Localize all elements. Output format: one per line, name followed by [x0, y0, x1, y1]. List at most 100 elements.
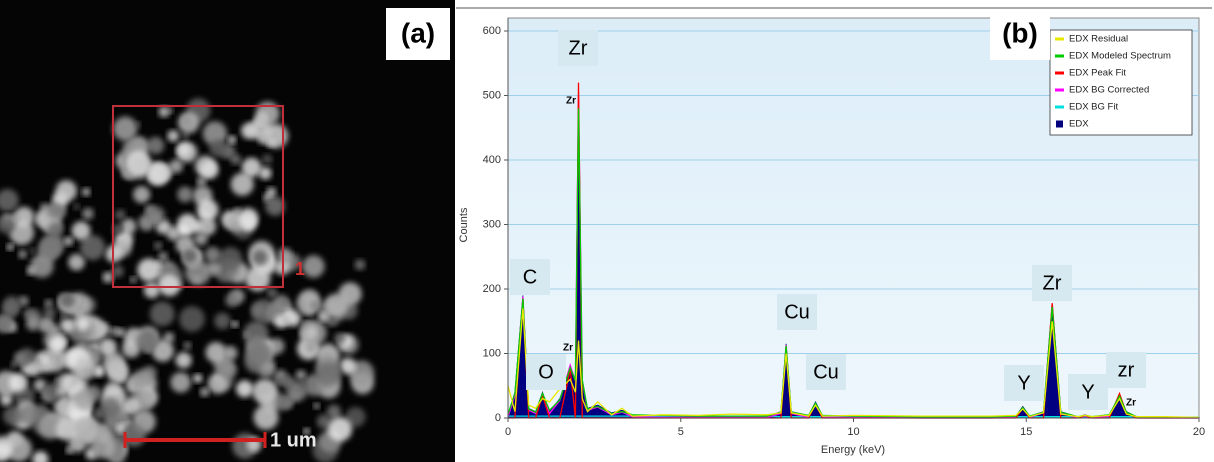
particle — [91, 434, 116, 459]
particle — [258, 134, 269, 145]
annotation-box — [777, 294, 817, 330]
particle — [55, 180, 77, 202]
particle — [295, 369, 306, 381]
particle — [146, 206, 165, 225]
particle — [38, 235, 63, 260]
y-tick-label: 0 — [495, 412, 501, 424]
particle — [199, 387, 210, 397]
particle — [98, 338, 117, 357]
annotations: Zr Zr C O Zr Cu Cu Y Zr Yzr Zr — [510, 30, 1146, 410]
particle — [175, 352, 192, 369]
panel-label: (b) — [1002, 17, 1038, 48]
panel-label: (a) — [401, 17, 435, 48]
particle — [0, 442, 12, 462]
x-tick-label: 15 — [1020, 426, 1032, 438]
particle — [47, 221, 64, 238]
x-tick-label: 0 — [505, 426, 511, 438]
particle — [237, 207, 259, 229]
particle — [298, 380, 309, 390]
particle — [115, 327, 125, 337]
particle — [327, 416, 353, 442]
particle — [181, 132, 189, 140]
particle — [0, 189, 19, 212]
annotation: zr — [1118, 359, 1135, 381]
particle — [245, 341, 268, 365]
particle — [34, 359, 41, 366]
particle — [183, 341, 192, 350]
particle — [281, 375, 296, 390]
particle — [129, 276, 137, 284]
particle — [143, 282, 160, 299]
annotation: Zr — [563, 343, 573, 354]
particle — [177, 186, 194, 203]
annotation: Cu — [784, 301, 810, 323]
particle — [82, 207, 94, 220]
particle — [223, 345, 238, 361]
legend-swatch — [1055, 71, 1064, 75]
annotation: Cu — [813, 361, 839, 383]
legend-label: EDX — [1069, 119, 1089, 130]
particle — [354, 259, 366, 271]
particles — [0, 98, 375, 462]
particle — [131, 369, 153, 391]
annotation: Y — [1081, 381, 1094, 403]
particle — [176, 142, 191, 157]
annotation-box — [526, 354, 566, 390]
particle — [193, 373, 203, 383]
particle — [313, 402, 320, 409]
particle — [149, 301, 175, 327]
particle — [303, 428, 310, 435]
particle — [205, 341, 227, 364]
particle — [134, 121, 141, 128]
particle — [73, 416, 100, 442]
particle — [333, 332, 346, 345]
particle — [43, 306, 56, 319]
particle — [176, 213, 199, 236]
particle — [324, 293, 349, 318]
particle — [137, 258, 161, 282]
legend-label: EDX Modeled Spectrum — [1069, 51, 1171, 62]
particle — [93, 408, 105, 420]
particle — [230, 172, 254, 196]
y-tick-label: 200 — [483, 283, 501, 295]
particle — [73, 203, 80, 210]
particle — [227, 135, 237, 144]
particle — [243, 321, 269, 347]
particle — [147, 136, 165, 155]
annotation: Zr — [1043, 272, 1062, 294]
legend-label: EDX BG Fit — [1069, 102, 1118, 113]
particle — [266, 187, 277, 197]
particle — [72, 438, 83, 448]
particle — [158, 251, 168, 262]
particle — [170, 372, 192, 393]
particle — [44, 299, 53, 308]
particle — [274, 393, 292, 411]
legend-swatch — [1055, 88, 1064, 92]
particle — [326, 404, 342, 420]
particle — [202, 121, 228, 146]
particle — [80, 235, 106, 261]
particle — [0, 215, 16, 234]
particle — [200, 160, 219, 179]
particle — [154, 241, 163, 250]
particle — [3, 296, 21, 314]
legend-swatch — [1056, 120, 1063, 128]
legend-swatch — [1055, 105, 1064, 109]
y-axis-label: Counts — [458, 207, 470, 242]
annotation: Y — [1017, 372, 1030, 394]
particle — [75, 392, 94, 411]
particle — [31, 450, 49, 462]
legend: EDX Residual EDX Modeled Spectrum EDX Peak… — [1049, 29, 1193, 136]
particle — [169, 159, 184, 174]
particle — [225, 293, 239, 307]
y-tick-label: 400 — [483, 154, 501, 166]
particle — [167, 129, 180, 142]
particle — [18, 295, 29, 307]
particle — [167, 107, 174, 114]
particle — [33, 378, 47, 392]
particle — [259, 111, 269, 121]
particle — [179, 306, 205, 332]
annotation-box — [510, 259, 550, 295]
annotation: Zr — [569, 37, 588, 59]
particle — [99, 397, 121, 419]
